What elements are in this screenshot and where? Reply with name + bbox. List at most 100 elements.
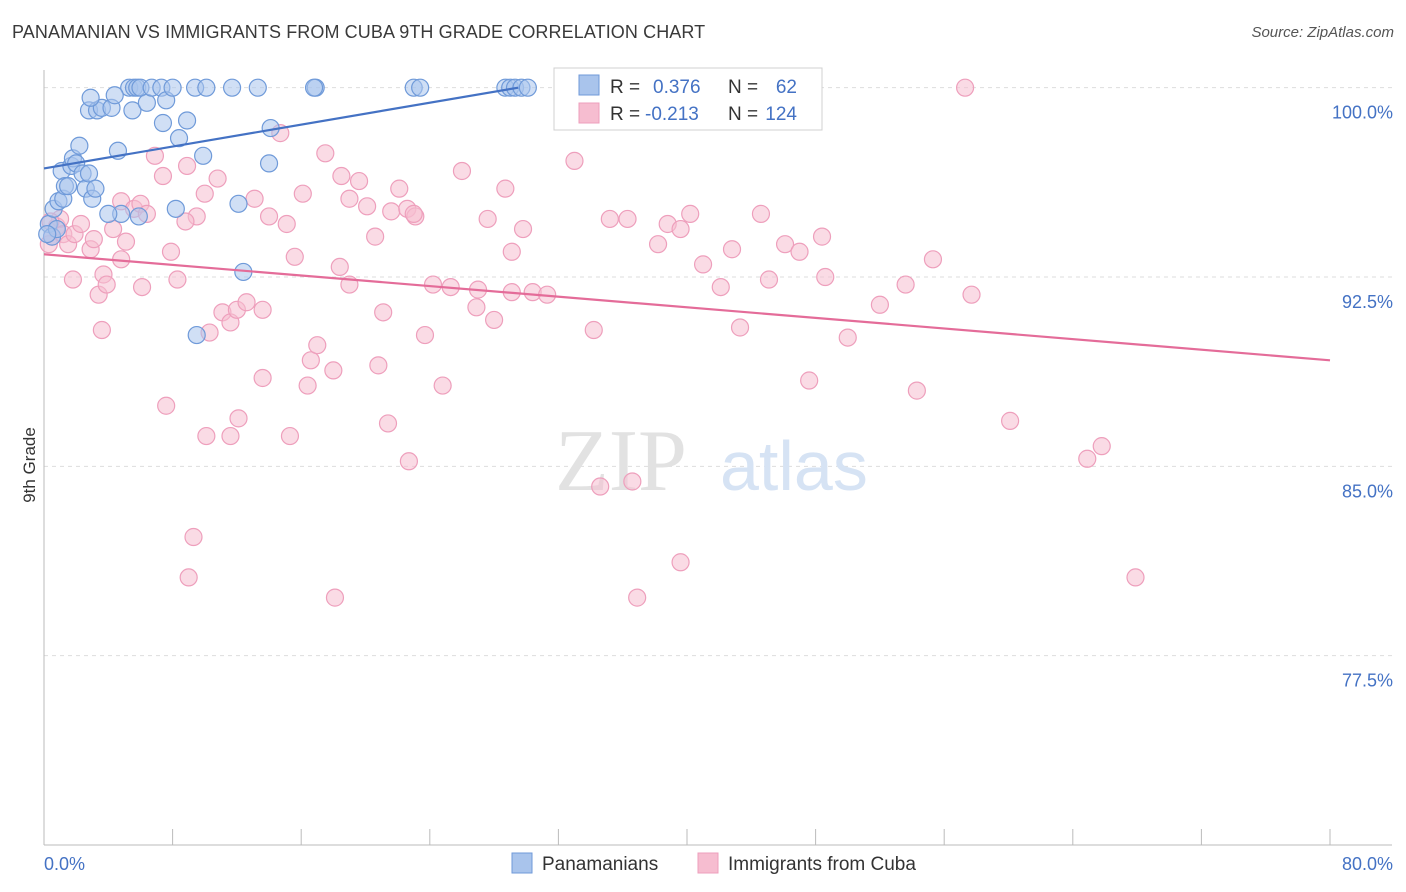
cuba-point bbox=[565, 151, 584, 170]
cuba-point bbox=[513, 219, 533, 239]
cuba-point bbox=[195, 184, 214, 203]
legend-n-label: N = bbox=[728, 77, 758, 98]
cuba-point bbox=[145, 146, 165, 165]
legend-n-value: 62 bbox=[776, 77, 797, 98]
bottom-legend-swatch-blue bbox=[511, 852, 533, 874]
cuba-point bbox=[618, 209, 637, 229]
cuba-point bbox=[245, 189, 264, 208]
panamanian-point bbox=[105, 86, 124, 105]
cuba-point bbox=[176, 212, 195, 231]
bottom-legend-label: Panamanians bbox=[542, 854, 658, 875]
cuba-point bbox=[332, 166, 351, 186]
cuba-point bbox=[485, 310, 504, 330]
legend-n-value: 124 bbox=[765, 104, 797, 125]
y-tick-label: 92.5% bbox=[1342, 292, 1393, 312]
cuba-point bbox=[153, 166, 173, 186]
source-note: Source: ZipAtlas.com bbox=[1251, 24, 1394, 41]
panamanian-point bbox=[197, 78, 216, 97]
cuba-point bbox=[816, 267, 835, 287]
cuba-point bbox=[253, 368, 272, 388]
bottom-legend: Panamanians Immigrants from Cuba bbox=[511, 852, 916, 875]
cuba-point bbox=[237, 293, 256, 312]
cuba-point bbox=[648, 235, 668, 254]
x-tick-label: 0.0% bbox=[44, 854, 85, 874]
trend-line-cuba bbox=[43, 253, 1331, 362]
cuba-point bbox=[775, 235, 795, 254]
axes bbox=[43, 70, 1392, 846]
trend-line-panamanians bbox=[43, 86, 519, 170]
cuba-point bbox=[97, 275, 116, 294]
legend-r-value: -0.213 bbox=[645, 104, 699, 125]
cuba-point bbox=[600, 209, 619, 229]
cuba-point bbox=[870, 295, 890, 314]
cuba-point bbox=[374, 303, 393, 322]
cuba-point bbox=[955, 78, 975, 97]
legend-r-label: R = bbox=[610, 77, 640, 98]
cuba-point bbox=[962, 285, 981, 304]
cuba-point bbox=[399, 452, 419, 471]
panamanian-point bbox=[187, 325, 206, 345]
cuba-point bbox=[591, 477, 610, 496]
cuba-point bbox=[584, 320, 603, 340]
cuba-point bbox=[671, 219, 690, 239]
panamanian-point bbox=[59, 177, 78, 196]
cuba-point bbox=[179, 568, 198, 587]
cuba-point bbox=[812, 227, 832, 246]
cuba-point bbox=[369, 356, 388, 375]
cuba-point bbox=[382, 202, 401, 221]
panamanian-point bbox=[169, 129, 189, 148]
cuba-point bbox=[324, 361, 343, 380]
cuba-point bbox=[280, 426, 300, 446]
cuba-point bbox=[1092, 437, 1111, 456]
cuba-point bbox=[104, 219, 123, 239]
panamanian-point bbox=[81, 88, 100, 107]
y-tick-label: 100.0% bbox=[1332, 103, 1393, 123]
cuba-point bbox=[132, 278, 152, 297]
series-panamanians-points bbox=[38, 78, 537, 345]
panamanian-point bbox=[38, 224, 57, 244]
cuba-point bbox=[177, 156, 197, 176]
cuba-point bbox=[496, 179, 515, 198]
cuba-point bbox=[433, 376, 452, 395]
cuba-point bbox=[452, 161, 472, 181]
cuba-point bbox=[907, 381, 926, 400]
cuba-point bbox=[623, 472, 642, 491]
panamanian-point bbox=[129, 207, 148, 226]
bottom-legend-label: Immigrants from Cuba bbox=[728, 854, 916, 875]
cuba-point bbox=[221, 426, 240, 446]
cuba-point bbox=[301, 351, 320, 370]
cuba-point bbox=[277, 214, 296, 234]
cuba-point bbox=[711, 278, 730, 297]
cuba-point bbox=[693, 255, 713, 274]
cuba-point bbox=[759, 270, 779, 289]
cuba-point bbox=[896, 275, 915, 294]
panamanian-point bbox=[99, 204, 118, 223]
cuba-point bbox=[838, 328, 857, 347]
cuba-point bbox=[1126, 568, 1145, 587]
cuba-point bbox=[923, 250, 943, 269]
cuba-point bbox=[184, 527, 203, 547]
bottom-legend-swatch-pink bbox=[697, 852, 719, 874]
cuba-point bbox=[168, 270, 187, 289]
cuba-point bbox=[681, 204, 700, 223]
cuba-point bbox=[197, 426, 216, 446]
cuba-point bbox=[628, 588, 647, 607]
x-tick-labels: 0.0% 80.0% bbox=[44, 854, 1393, 874]
cuba-point bbox=[253, 300, 272, 319]
gridlines bbox=[44, 87, 1392, 657]
cuba-point bbox=[63, 270, 83, 289]
watermark-zip: ZIP bbox=[555, 413, 687, 510]
panamanian-point bbox=[153, 113, 173, 133]
watermark-atlas: atlas bbox=[720, 427, 868, 505]
panamanian-point bbox=[304, 78, 324, 97]
panamanian-point bbox=[86, 179, 105, 198]
cuba-point bbox=[308, 336, 327, 355]
cuba-point bbox=[298, 376, 317, 395]
cuba-point bbox=[790, 242, 809, 261]
y-tick-label: 85.0% bbox=[1342, 481, 1393, 501]
cuba-point bbox=[161, 242, 181, 261]
cuba-point bbox=[116, 232, 136, 251]
legend-swatch-blue bbox=[578, 74, 600, 96]
cuba-point bbox=[293, 184, 312, 203]
